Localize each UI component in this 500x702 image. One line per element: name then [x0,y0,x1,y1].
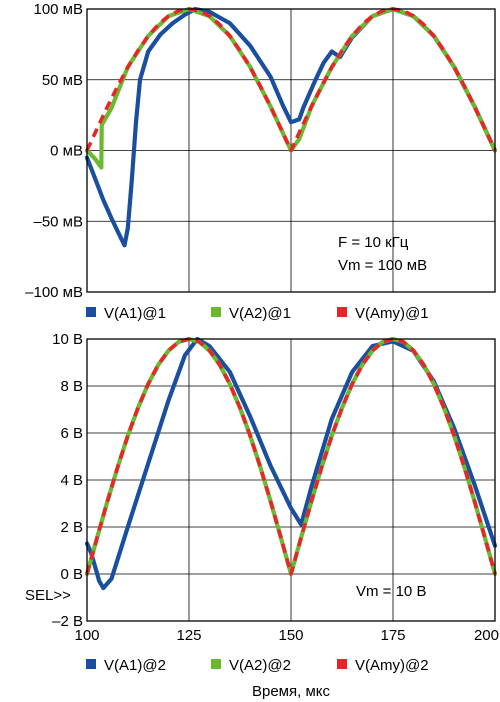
bottom-y-tick-label-4: 6 В [60,425,83,442]
legend-swatch-v-a1-2 [86,659,96,669]
legend-label-v-a1-2: V(A1)@2 [104,657,166,674]
bottom-y-tick-label-5: 8 В [60,378,83,395]
top-y-tick-label-4: 100 мВ [33,1,83,18]
bottom-y-ticks: –2 В 0 В 2 В 4 В 6 В 8 В 10 В [52,331,83,630]
top-series [84,6,498,248]
bottom-legend: V(A1)@2 V(A2)@2 V(Amy)@2 [86,657,429,674]
bottom-x-tick-label-0: 100 [74,627,99,644]
bottom-x-tick-label-3: 175 [380,627,405,644]
bottom-y-tick-label-1: 0 В [60,566,83,583]
top-y-ticks: –100 мВ –50 мВ 0 мВ 50 мВ 100 мВ [25,1,83,301]
legend-label-v-a2-2: V(A2)@2 [229,657,291,674]
plot-bottom: –2 В0 В2 В4 В6 В8 В10 В 100 125 150 175 200 … [25,331,499,644]
top-plot-frame [86,8,496,293]
legend-label-v-a2-1: V(A2)@1 [229,305,291,322]
legend-label-v-amy-1: V(Amy)@1 [355,305,429,322]
legend-label-v-amy-2: V(Amy)@2 [355,657,429,674]
legend-swatch-v-a2-1 [211,307,221,317]
top-y-tick-label-1: –50 мВ [33,213,83,230]
bottom-x-ticks: 100 125 150 175 200 [74,627,499,644]
top-series-v-amy-1 [85,7,497,153]
legend-swatch-v-amy-1 [337,307,347,317]
bottom-y-tick-label-6: 10 В [52,331,83,348]
bottom-series-v-amy-2 [85,337,497,576]
legend-swatch-v-a1-1 [86,307,96,317]
bottom-series [84,336,498,591]
top-annotation-frequency: F = 10 кГц [338,234,409,251]
bottom-y-tick-label-0: –2 В [52,613,83,630]
legend-label-v-a1-1: V(A1)@1 [104,305,166,322]
top-y-tick-label-0: –100 мВ [25,284,83,301]
top-y-tick-label-2: 0 мВ [50,143,83,160]
cursor-select-label: SEL>> [25,587,71,604]
bottom-plot-frame [86,338,496,622]
top-legend: V(A1)@1 V(A2)@1 V(Amy)@1 [86,305,429,322]
bottom-series-v-a1-2 [84,336,498,591]
top-annotation-amplitude: Vm = 100 мВ [338,257,427,274]
bottom-x-tick-label-2: 150 [278,627,303,644]
bottom-y-tick-label-3: 4 В [60,472,83,489]
bottom-x-tick-label-1: 125 [176,627,201,644]
top-y-tick-label-3: 50 мВ [42,72,83,89]
legend-swatch-v-amy-2 [337,659,347,669]
legend-swatch-v-a2-2 [211,659,221,669]
x-axis-label: Время, мкс [252,683,331,700]
bottom-annotation-amplitude: Vm = 10 В [356,583,426,600]
bottom-y-tick-label-2: 2 В [60,519,83,536]
bottom-x-tick-label-4: 200 [474,627,499,644]
